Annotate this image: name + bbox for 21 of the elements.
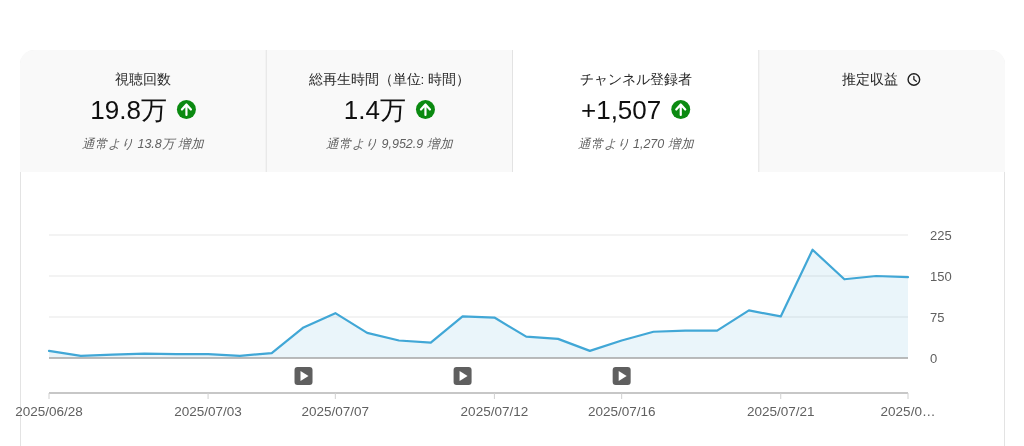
x-tick-label: 2025/07/16 xyxy=(587,404,656,419)
text: チャンネル登録者 xyxy=(579,72,692,87)
x-tick-label: 2025/06/28 xyxy=(15,404,83,419)
x-tick-label: 2025/07/12 xyxy=(460,404,529,419)
x-tick-label: 2025/0… xyxy=(880,404,936,419)
text: 通常より 9,952.9 増加 xyxy=(326,137,454,151)
x-tick-label: 2025/07/07 xyxy=(301,404,370,419)
x-tick-label: 2025/07/21 xyxy=(746,404,815,419)
text: 総再生時間（単位: 時間） xyxy=(307,72,471,87)
text: 通常より 13.8万 増加 xyxy=(81,137,206,151)
y-tick-label: 75 xyxy=(930,309,945,325)
text: 通常より 1,270 増加 xyxy=(577,137,695,151)
x-tick-label: 2025/07/03 xyxy=(174,404,242,419)
text: 19.8万 xyxy=(90,95,167,125)
y-tick-label: 225 xyxy=(930,227,952,243)
text: 推定収益 xyxy=(841,72,898,87)
text: 1.4万 xyxy=(343,95,406,125)
text: +1,507 xyxy=(581,95,662,125)
y-tick-label: 150 xyxy=(930,268,952,284)
y-tick-label: 0 xyxy=(930,350,938,366)
text: 視聴回数 xyxy=(115,72,172,87)
